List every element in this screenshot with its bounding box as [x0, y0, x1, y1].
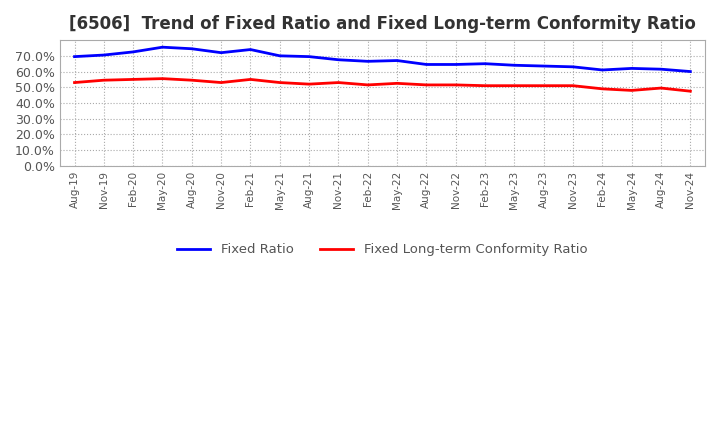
Fixed Ratio [569, 64, 577, 70]
Fixed Long-term Conformity Ratio [422, 82, 431, 88]
Fixed Ratio [99, 52, 108, 58]
Fixed Long-term Conformity Ratio [393, 81, 402, 86]
Fixed Long-term Conformity Ratio [598, 86, 607, 92]
Title: [6506]  Trend of Fixed Ratio and Fixed Long-term Conformity Ratio: [6506] Trend of Fixed Ratio and Fixed Lo… [69, 15, 696, 33]
Fixed Ratio [393, 58, 402, 63]
Fixed Ratio [217, 50, 225, 55]
Fixed Long-term Conformity Ratio [276, 80, 284, 85]
Fixed Ratio [246, 47, 255, 52]
Fixed Ratio [276, 53, 284, 59]
Fixed Long-term Conformity Ratio [539, 83, 548, 88]
Fixed Ratio [686, 69, 695, 74]
Fixed Long-term Conformity Ratio [510, 83, 518, 88]
Fixed Ratio [422, 62, 431, 67]
Legend: Fixed Ratio, Fixed Long-term Conformity Ratio: Fixed Ratio, Fixed Long-term Conformity … [172, 238, 593, 261]
Fixed Ratio [158, 44, 167, 50]
Fixed Long-term Conformity Ratio [246, 77, 255, 82]
Fixed Long-term Conformity Ratio [451, 82, 460, 88]
Fixed Long-term Conformity Ratio [71, 80, 79, 85]
Fixed Long-term Conformity Ratio [657, 85, 665, 91]
Fixed Ratio [510, 62, 518, 68]
Fixed Ratio [334, 57, 343, 62]
Fixed Long-term Conformity Ratio [627, 88, 636, 93]
Fixed Long-term Conformity Ratio [187, 77, 196, 83]
Fixed Long-term Conformity Ratio [158, 76, 167, 81]
Line: Fixed Long-term Conformity Ratio: Fixed Long-term Conformity Ratio [75, 79, 690, 91]
Fixed Ratio [71, 54, 79, 59]
Fixed Ratio [187, 46, 196, 51]
Fixed Ratio [539, 63, 548, 69]
Line: Fixed Ratio: Fixed Ratio [75, 47, 690, 72]
Fixed Long-term Conformity Ratio [686, 88, 695, 94]
Fixed Long-term Conformity Ratio [217, 80, 225, 85]
Fixed Ratio [129, 49, 138, 55]
Fixed Ratio [481, 61, 490, 66]
Fixed Ratio [657, 66, 665, 72]
Fixed Ratio [364, 59, 372, 64]
Fixed Ratio [598, 67, 607, 73]
Fixed Long-term Conformity Ratio [305, 81, 313, 87]
Fixed Long-term Conformity Ratio [334, 80, 343, 85]
Fixed Long-term Conformity Ratio [364, 82, 372, 88]
Fixed Long-term Conformity Ratio [481, 83, 490, 88]
Fixed Ratio [627, 66, 636, 71]
Fixed Ratio [305, 54, 313, 59]
Fixed Long-term Conformity Ratio [99, 77, 108, 83]
Fixed Ratio [451, 62, 460, 67]
Fixed Long-term Conformity Ratio [129, 77, 138, 82]
Fixed Long-term Conformity Ratio [569, 83, 577, 88]
